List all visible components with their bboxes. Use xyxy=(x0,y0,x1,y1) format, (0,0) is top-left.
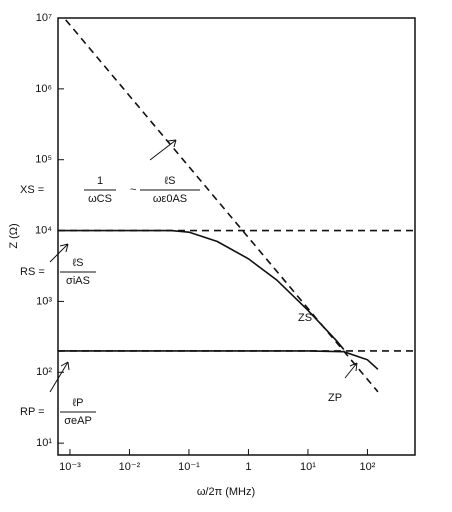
annotation: RS = xyxy=(20,266,45,278)
arrow xyxy=(49,243,69,263)
annotation: ZS xyxy=(298,312,312,324)
x-axis-label: ω/2π (MHz) xyxy=(197,486,255,498)
annotation: σiAS xyxy=(66,275,90,287)
annotation: ℓS xyxy=(165,175,176,187)
annotation: ℓS xyxy=(73,257,84,269)
x-tick-label: 1 xyxy=(245,461,251,473)
annotation: XS = xyxy=(20,184,44,196)
arrow xyxy=(49,361,70,393)
annotation: ωCS xyxy=(88,193,112,205)
x-tick-label: 10¹ xyxy=(300,461,316,473)
x-tick-label: 10⁻³ xyxy=(59,461,81,473)
y-tick-label: 10⁵ xyxy=(35,154,52,166)
arrow xyxy=(149,139,177,161)
annotation: ωε0AS xyxy=(153,193,187,205)
annotation: RP = xyxy=(20,406,45,418)
x-tick-label: 10² xyxy=(359,461,375,473)
annotation: ~ xyxy=(130,184,136,196)
annotation: σeAP xyxy=(64,415,92,427)
annotation: ℓP xyxy=(73,397,84,409)
annotation: 1 xyxy=(97,175,103,187)
y-tick-label: 10⁴ xyxy=(35,224,52,236)
y-tick-label: 10⁶ xyxy=(35,83,52,95)
x-tick-label: 10⁻¹ xyxy=(178,461,200,473)
y-tick-label: 10¹ xyxy=(36,437,52,449)
curve xyxy=(58,229,345,350)
curve xyxy=(58,350,379,370)
plot-frame xyxy=(57,17,416,456)
x-tick-label: 10⁻² xyxy=(119,461,141,473)
y-tick-label: 10³ xyxy=(36,295,52,307)
y-tick-label: 10² xyxy=(36,366,52,378)
y-axis-label: Z (Ω) xyxy=(8,223,20,248)
arrows xyxy=(49,139,358,393)
y-tick-label: 10⁷ xyxy=(36,12,52,24)
annotation: ZP xyxy=(328,392,342,404)
